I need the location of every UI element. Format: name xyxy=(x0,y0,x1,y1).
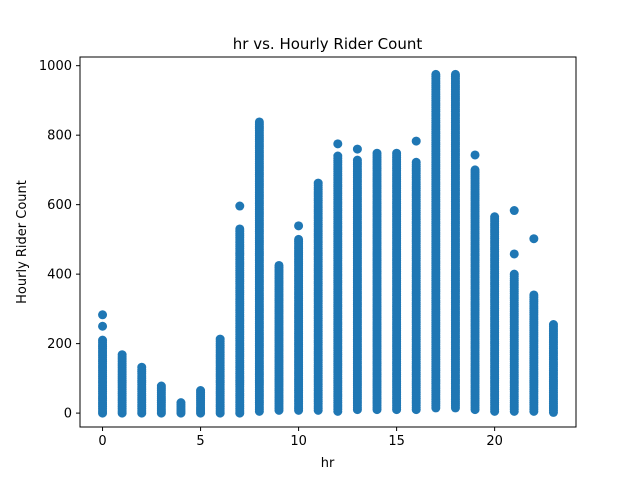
y-tick-label: 800 xyxy=(47,129,72,144)
scatter-point xyxy=(470,405,480,415)
scatter-point xyxy=(333,139,343,149)
scatter-point xyxy=(450,403,460,413)
scatter-point xyxy=(529,406,539,416)
scatter-point xyxy=(274,405,284,415)
x-axis-ticks: 0 5 10 15 20 xyxy=(98,427,503,449)
scatter-point xyxy=(196,408,206,418)
scatter-point xyxy=(235,408,245,418)
x-tick-label: 0 xyxy=(98,434,106,449)
scatter-point xyxy=(392,405,402,415)
x-tick-label: 15 xyxy=(388,434,405,449)
y-axis-label: Hourly Rider Count xyxy=(15,180,30,304)
x-axis-label: hr xyxy=(321,456,335,471)
scatter-point xyxy=(490,406,500,416)
scatter-point xyxy=(548,407,558,417)
plot-frame xyxy=(79,56,577,428)
y-tick-label: 400 xyxy=(47,268,72,283)
scatter-point xyxy=(509,406,519,416)
x-tick-label: 20 xyxy=(486,434,503,449)
y-tick-label: 1000 xyxy=(39,59,72,74)
x-tick-label: 5 xyxy=(196,434,204,449)
scatter-point xyxy=(411,136,421,146)
y-tick-label: 200 xyxy=(47,337,72,352)
scatter-point xyxy=(294,221,304,231)
scatter-point xyxy=(137,408,147,418)
scatter-point xyxy=(215,408,225,418)
scatter-points xyxy=(98,69,558,418)
scatter-point xyxy=(156,408,166,418)
x-tick-label: 10 xyxy=(290,434,307,449)
scatter-point xyxy=(529,234,539,244)
scatter-point xyxy=(411,405,421,415)
scatter-point xyxy=(98,321,108,331)
y-tick-label: 0 xyxy=(64,407,72,422)
scatter-point xyxy=(117,408,127,418)
y-axis-ticks: 0 200 400 600 800 1000 xyxy=(39,59,80,422)
scatter-point xyxy=(313,405,323,415)
scatter-point xyxy=(254,406,264,416)
scatter-point xyxy=(352,144,362,154)
scatter-point xyxy=(98,310,108,320)
scatter-point xyxy=(98,408,108,418)
scatter-point xyxy=(352,405,362,415)
scatter-point xyxy=(372,405,382,415)
y-tick-label: 600 xyxy=(47,198,72,213)
scatter-point xyxy=(235,201,245,211)
scatter-point xyxy=(470,150,480,160)
scatter-point xyxy=(176,408,186,418)
scatter-point xyxy=(294,405,304,415)
scatter-point xyxy=(431,403,441,413)
chart-title: hr vs. Hourly Rider Count xyxy=(233,35,423,53)
scatter-point xyxy=(509,249,519,259)
scatter-point xyxy=(509,206,519,216)
scatter-point xyxy=(333,406,343,416)
